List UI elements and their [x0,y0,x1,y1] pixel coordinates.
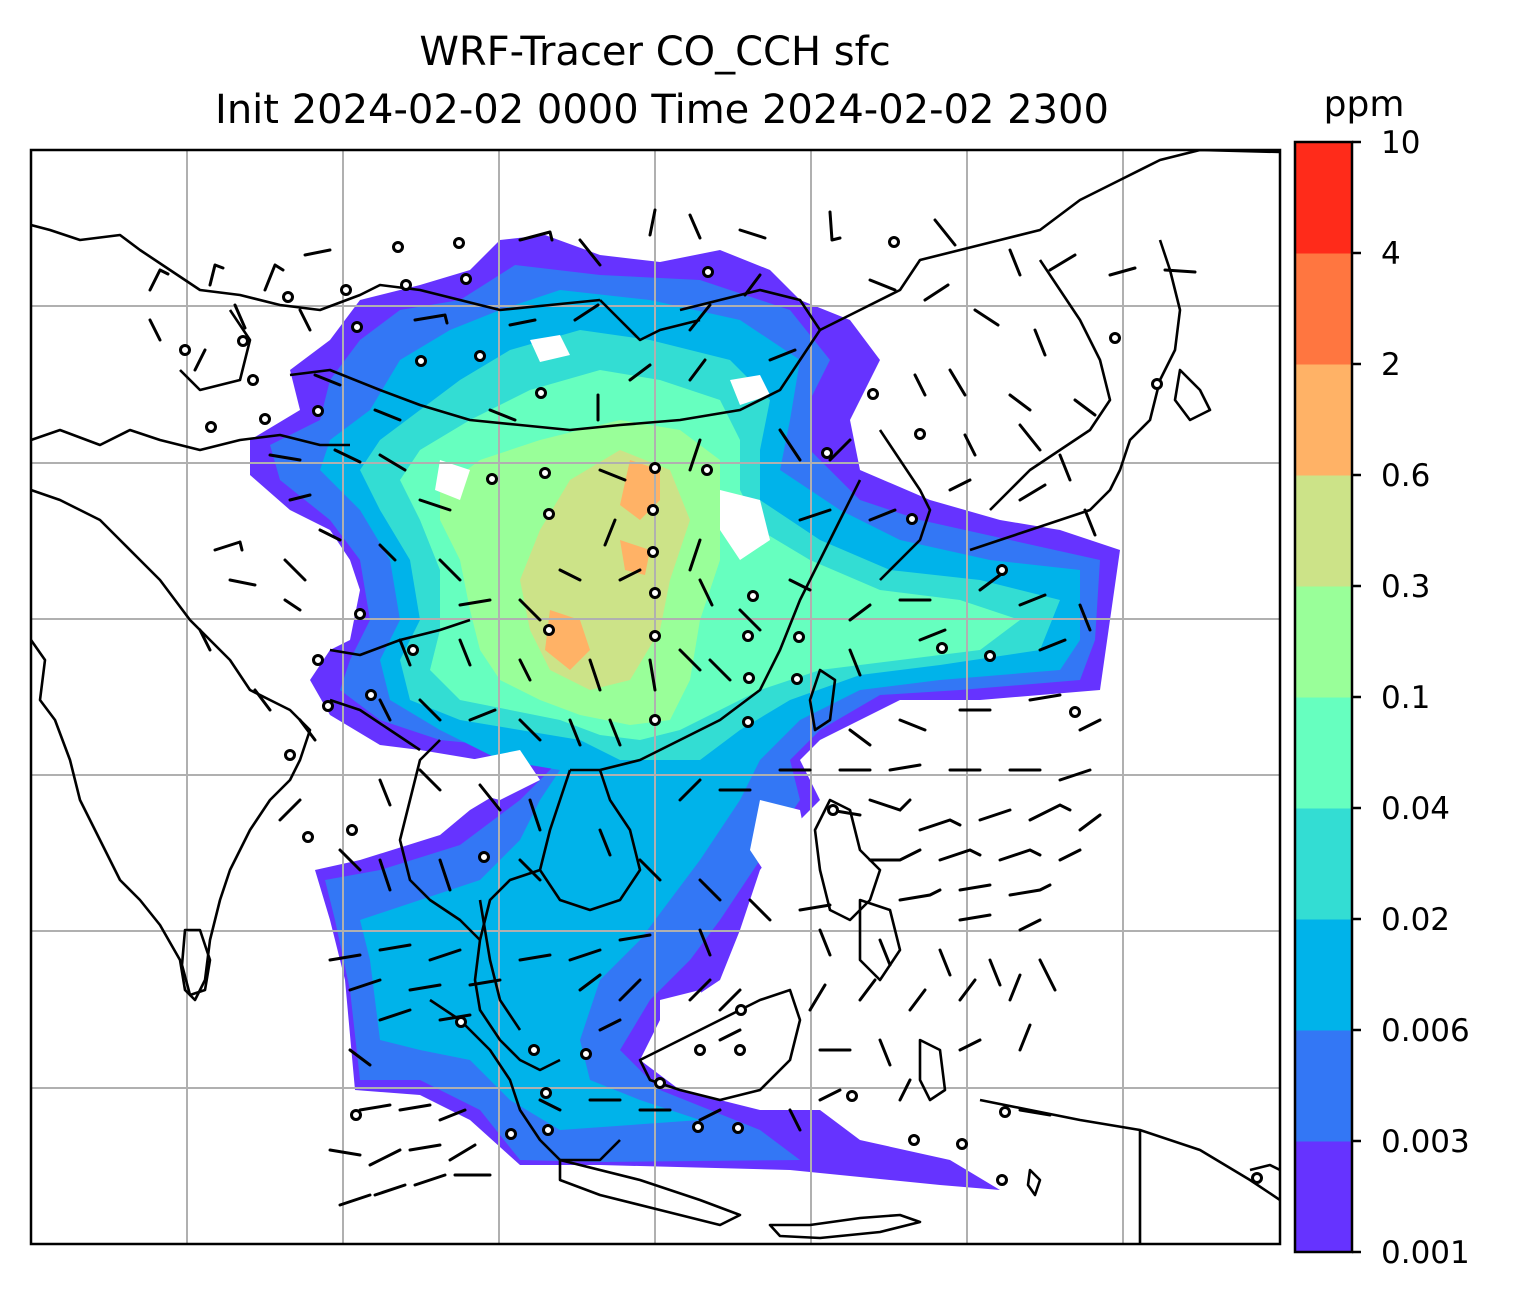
colorbar-swatch [1295,253,1352,365]
colorbar-unit-label: ppm [1324,84,1405,125]
wind-barbs [148,208,1197,1207]
map-title-line-1: WRF-Tracer CO_CCH sfc [419,29,890,75]
coastlines [31,150,1280,1244]
map-frame [29,148,1282,1246]
calm-wind-markers [179,236,1263,1186]
colorbar-tick-label: 0.003 [1381,1124,1470,1160]
colorbar: ppm 0.001 0.003 0.006 0.02 0.04 0.1 0.3 0.6 2 4 10 [1293,84,1470,1271]
colorbar-swatch [1295,808,1352,920]
colorbar-ticks: 0.001 0.003 0.006 0.02 0.04 0.1 0.3 0.6 2 4 10 [1352,125,1470,1271]
colorbar-tick-label: 0.006 [1381,1013,1470,1049]
colorbar-swatch [1295,364,1352,476]
colorbar-tick-label: 0.04 [1381,791,1450,827]
colorbar-swatch [1295,475,1352,587]
map-title-line-2: Init 2024-02-02 0000 Time 2024-02-02 230… [215,87,1109,133]
colorbar-tick-label: 4 [1381,236,1401,272]
colorbar-tick-label: 0.3 [1381,569,1430,605]
colorbar-tick-label: 2 [1381,347,1401,383]
colorbar-swatch [1295,1141,1352,1253]
colorbar-swatches [1295,142,1352,1253]
colorbar-swatch [1295,919,1352,1031]
colorbar-tick-label: 10 [1381,125,1420,161]
colorbar-tick-label: 0.02 [1381,902,1450,938]
map-panel [29,148,1282,1246]
colorbar-swatch [1295,1030,1352,1142]
colorbar-swatch [1295,142,1352,254]
colorbar-swatch [1295,697,1352,809]
colorbar-swatch [1295,586,1352,698]
colorbar-tick-label: 0.1 [1381,680,1430,716]
colorbar-tick-label: 0.001 [1381,1235,1470,1271]
band-0.6 [545,460,660,670]
colorbar-tick-label: 0.6 [1381,458,1430,494]
gridlines [31,150,1280,1244]
